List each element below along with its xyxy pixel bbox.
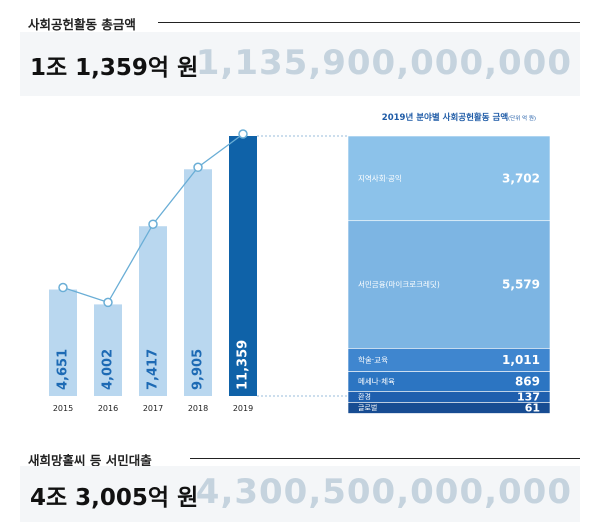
top-summary-label: 사회공헌활동 총금액 bbox=[28, 17, 136, 32]
bar-2015 bbox=[49, 289, 77, 396]
bar-value-label-2019: 11,359 bbox=[236, 340, 251, 390]
segment-value-4: 137 bbox=[517, 390, 540, 403]
breakdown-title: 2019년 분야별 사회공헌활동 금액 bbox=[382, 112, 509, 123]
trend-point-2016 bbox=[103, 297, 113, 308]
segment-value-0: 3,702 bbox=[502, 171, 540, 185]
segment-label-3: 메세나·체육 bbox=[358, 376, 395, 386]
bottom-summary-divider bbox=[190, 458, 580, 459]
yearly-bar-chart: 4,651 2015 4,002 2016 7,417 2017 9,905 2018 11,3… bbox=[49, 129, 257, 413]
segment-label-1: 서민금융(마이크로크레딧) bbox=[358, 279, 440, 289]
trend-point-2019 bbox=[238, 129, 248, 139]
breakdown-unit: (단위 억 원) bbox=[508, 114, 536, 122]
x-tick-2019: 2019 bbox=[233, 404, 253, 413]
trend-point-2017 bbox=[148, 219, 158, 229]
bar-value-label-2016: 4,002 bbox=[101, 349, 116, 390]
x-tick-2017: 2017 bbox=[143, 404, 163, 413]
segment-value-2: 1,011 bbox=[502, 353, 540, 367]
trend-point-2018 bbox=[193, 162, 203, 173]
x-tick-2015: 2015 bbox=[53, 404, 73, 413]
top-summary-divider bbox=[158, 22, 580, 23]
bar-2018 bbox=[184, 169, 212, 396]
bottom-summary-numeric-amount: 4,300,500,000,000 bbox=[195, 472, 572, 512]
segment-value-5: 61 bbox=[525, 401, 540, 414]
bottom-summary-box: 4조 3,005억 원 4,300,500,000,000 bbox=[20, 466, 580, 522]
top-summary-korean-amount: 1조 1,359억 원 bbox=[30, 55, 199, 81]
top-summary-numeric-amount: 1,135,900,000,000 bbox=[195, 43, 572, 83]
segment-label-5: 글로벌 bbox=[358, 403, 377, 412]
segment-value-1: 5,579 bbox=[502, 278, 540, 292]
bottom-summary-label: 새희망홀씨 등 서민대출 bbox=[28, 453, 152, 468]
segment-label-0: 지역사회·공익 bbox=[358, 173, 402, 183]
segment-5 bbox=[347, 402, 551, 414]
top-summary-box: 1조 1,359억 원 1,135,900,000,000 bbox=[20, 32, 580, 96]
segment-label-2: 학술·교육 bbox=[358, 355, 388, 365]
segment-value-3: 869 bbox=[515, 375, 540, 389]
segment-label-4: 환경 bbox=[358, 392, 371, 401]
breakdown-stacked-chart: 2019년 분야별 사회공헌활동 금액 (단위 억 원) 지역사회·공익 3,70… bbox=[257, 112, 551, 414]
x-tick-2016: 2016 bbox=[98, 404, 118, 413]
bar-value-label-2015: 4,651 bbox=[56, 349, 71, 390]
donation-chart: 4,651 2015 4,002 2016 7,417 2017 9,905 2018 11,3… bbox=[49, 112, 551, 414]
connector-lines bbox=[257, 135, 348, 397]
bar-2016 bbox=[94, 304, 122, 396]
bottom-summary-korean-amount: 4조 3,005억 원 bbox=[30, 485, 199, 511]
bar-value-label-2017: 7,417 bbox=[146, 349, 161, 390]
trend-point-2015 bbox=[58, 282, 68, 293]
bar-value-label-2018: 9,905 bbox=[191, 349, 206, 390]
bar-2017 bbox=[139, 226, 167, 396]
bar-2019 bbox=[229, 136, 257, 396]
x-tick-2018: 2018 bbox=[188, 404, 208, 413]
segment-0 bbox=[347, 135, 551, 222]
